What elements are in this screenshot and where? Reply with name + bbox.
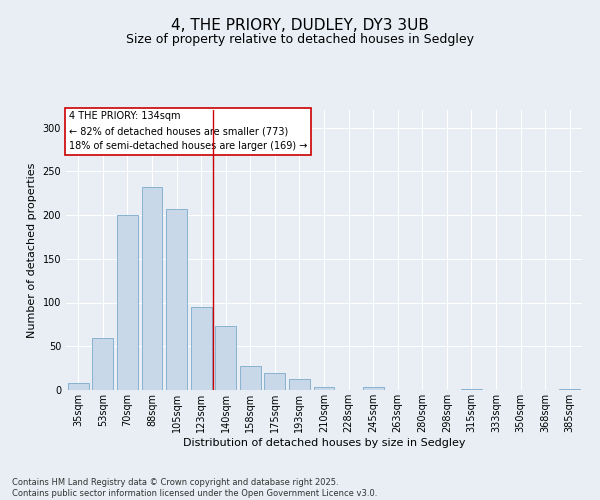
Bar <box>314 386 334 390</box>
Bar <box>461 389 482 390</box>
Bar <box>68 383 89 390</box>
Bar <box>265 374 286 390</box>
Bar <box>92 338 113 390</box>
Bar <box>117 215 138 390</box>
Text: 4, THE PRIORY, DUDLEY, DY3 3UB: 4, THE PRIORY, DUDLEY, DY3 3UB <box>171 18 429 32</box>
Text: Size of property relative to detached houses in Sedgley: Size of property relative to detached ho… <box>126 32 474 46</box>
Bar <box>559 389 580 390</box>
Y-axis label: Number of detached properties: Number of detached properties <box>27 162 37 338</box>
Bar <box>289 378 310 390</box>
Bar <box>142 187 163 390</box>
Bar <box>191 307 212 390</box>
Bar <box>166 209 187 390</box>
X-axis label: Distribution of detached houses by size in Sedgley: Distribution of detached houses by size … <box>183 438 465 448</box>
Bar <box>215 326 236 390</box>
Bar <box>240 366 261 390</box>
Text: Contains HM Land Registry data © Crown copyright and database right 2025.
Contai: Contains HM Land Registry data © Crown c… <box>12 478 377 498</box>
Bar <box>362 386 383 390</box>
Text: 4 THE PRIORY: 134sqm
← 82% of detached houses are smaller (773)
18% of semi-deta: 4 THE PRIORY: 134sqm ← 82% of detached h… <box>68 112 307 151</box>
